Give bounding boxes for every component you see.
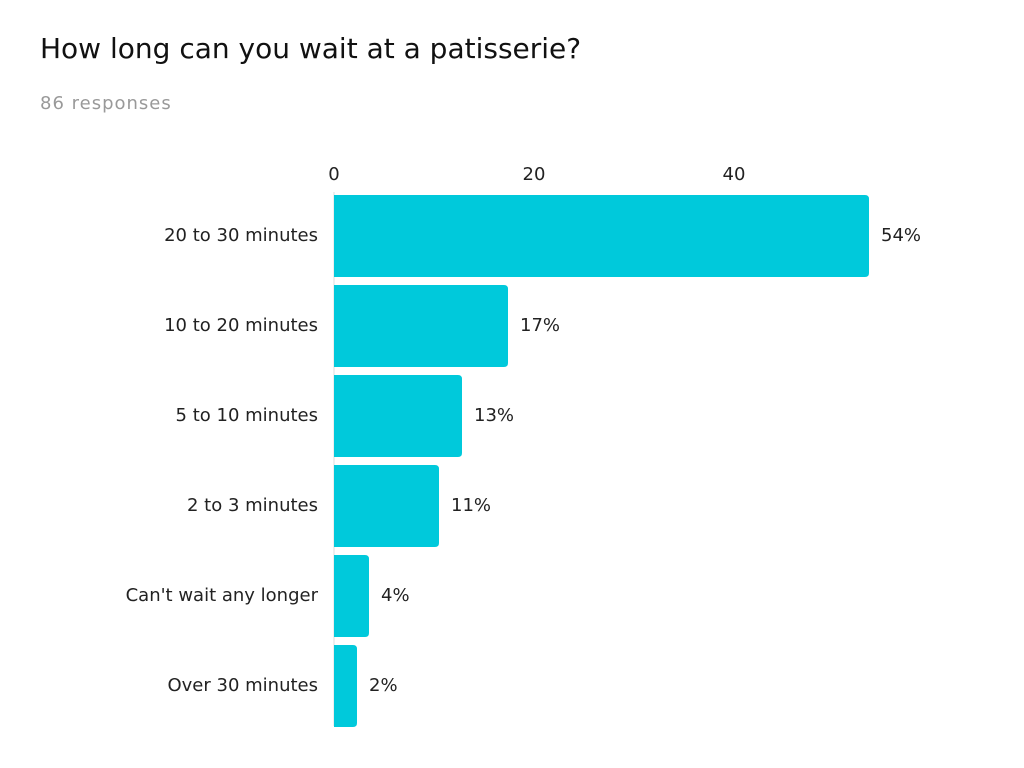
y-tick-label: 20 to 30 minutes <box>164 225 318 246</box>
x-tick-label: 40 <box>723 164 746 185</box>
chart-subtitle: 86 responses <box>40 93 172 114</box>
bar <box>334 375 462 457</box>
y-tick-label: 2 to 3 minutes <box>187 495 318 516</box>
bar <box>334 645 357 727</box>
data-label: 17% <box>520 315 560 336</box>
x-tick-label: 20 <box>523 164 546 185</box>
data-label: 2% <box>369 675 398 696</box>
data-label: 13% <box>474 405 514 426</box>
bar <box>334 465 439 547</box>
y-tick-label: Over 30 minutes <box>167 675 318 696</box>
data-label: 4% <box>381 585 410 606</box>
bar <box>334 195 869 277</box>
data-label: 11% <box>451 495 491 516</box>
x-tick-label: 0 <box>328 164 339 185</box>
y-tick-label: 5 to 10 minutes <box>176 405 318 426</box>
chart-title: How long can you wait at a patisserie? <box>40 32 581 65</box>
bar <box>334 555 369 637</box>
bar <box>334 285 508 367</box>
y-tick-label: Can't wait any longer <box>126 585 319 606</box>
data-label: 54% <box>881 225 921 246</box>
y-tick-label: 10 to 20 minutes <box>164 315 318 336</box>
